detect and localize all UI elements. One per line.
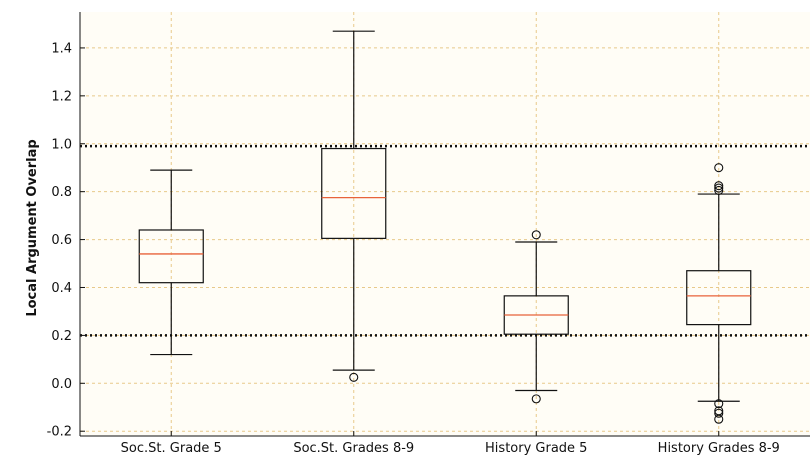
iqr-box	[138, 229, 204, 284]
y-tick-label: 0.4	[51, 281, 72, 296]
outlier-point	[714, 408, 724, 418]
reference-lines	[80, 144, 810, 337]
iqr-box	[321, 147, 387, 239]
y-tick-label: 0.8	[51, 185, 72, 200]
y-tick-label: -0.2	[47, 425, 72, 440]
outlier-point	[714, 183, 724, 193]
x-tick-labels: Soc.St. Grade 5 Soc.St. Grades 8-9 History…	[121, 441, 780, 455]
x-tick-label: History Grade 5	[485, 441, 587, 455]
y-tick-label: 0.0	[51, 377, 72, 392]
outlier-point	[714, 399, 724, 409]
iqr-box	[686, 270, 752, 326]
y-tick-label: 1.0	[51, 137, 72, 152]
outlier-point	[714, 163, 724, 173]
box-group	[321, 30, 387, 382]
outlier-point	[531, 394, 541, 404]
outlier-point	[349, 372, 359, 382]
boxes	[138, 30, 752, 424]
outlier-point	[531, 230, 541, 240]
y-tick-label: 0.6	[51, 233, 72, 248]
x-tick-label: History Grades 8-9	[658, 441, 780, 455]
outlier-point	[714, 414, 724, 424]
outlier-point	[714, 181, 724, 191]
box-group	[686, 163, 752, 424]
box-group	[138, 169, 204, 356]
y-axis-title: Local Argument Overlap	[25, 139, 40, 316]
y-tick-label: 1.2	[51, 89, 72, 104]
axes	[79, 12, 810, 437]
y-tick-label: 0.2	[51, 329, 72, 344]
grid-lines	[80, 12, 810, 436]
y-tick-label: 1.4	[51, 41, 72, 56]
x-tick-label: Soc.St. Grades 8-9	[293, 441, 414, 455]
plot-area	[80, 12, 810, 436]
y-tick-labels: -0.2 0.0 0.2 0.4 0.6 0.8 1.0 1.2 1.4	[47, 41, 72, 439]
outlier-point	[714, 185, 724, 196]
box-group	[503, 230, 569, 404]
x-tick-label: Soc.St. Grade 5	[121, 441, 222, 455]
